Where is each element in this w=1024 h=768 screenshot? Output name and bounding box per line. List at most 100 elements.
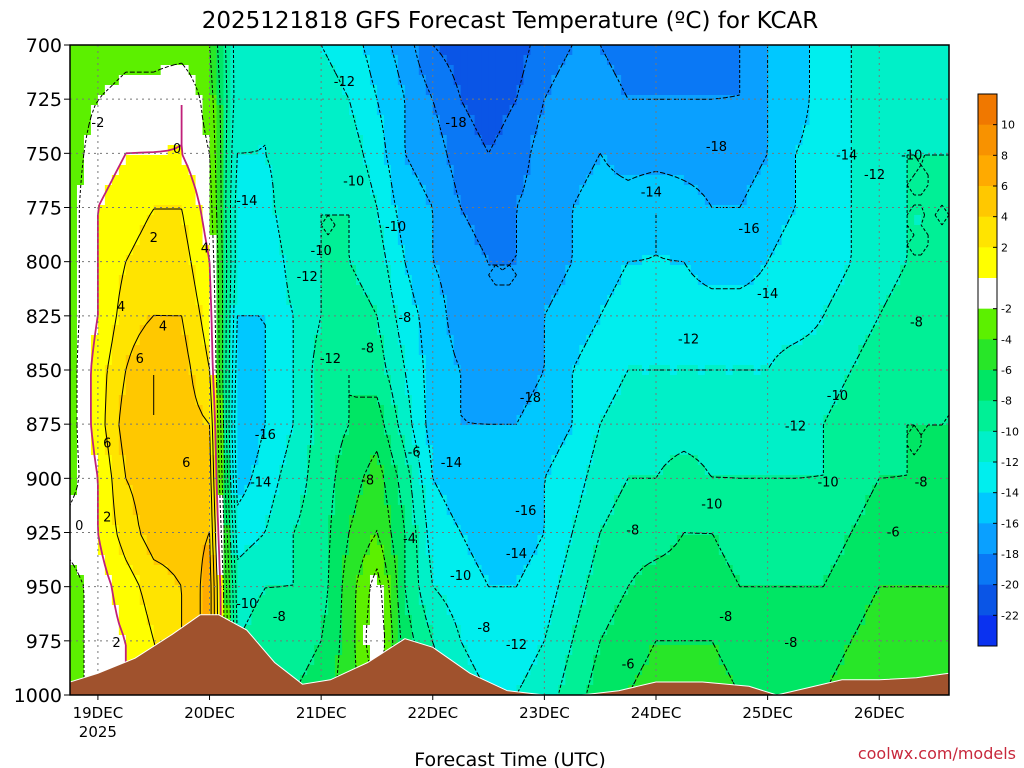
field-cell (642, 275, 650, 286)
field-cell (383, 325, 392, 336)
field-cell (753, 85, 762, 96)
field-cell (823, 135, 832, 146)
field-cell (216, 355, 225, 366)
field-cell (488, 85, 497, 96)
field-cell (432, 415, 441, 426)
field-cell (621, 165, 629, 176)
field-cell (488, 365, 497, 376)
field-cell (446, 215, 455, 226)
field-cell (453, 235, 462, 246)
field-cell (104, 85, 113, 96)
field-cell (83, 375, 92, 386)
field-cell (244, 275, 252, 286)
field-cell (132, 175, 141, 186)
field-cell (174, 245, 183, 256)
field-cell (111, 405, 120, 416)
field-cell (614, 285, 622, 296)
field-cell (265, 315, 273, 326)
field-cell (363, 315, 371, 326)
field-cell (516, 265, 525, 276)
field-cell (837, 375, 845, 386)
field-cell (600, 255, 608, 266)
field-cell (809, 45, 818, 56)
field-cell (202, 165, 211, 176)
field-cell (376, 355, 385, 366)
field-cell (697, 395, 706, 406)
field-cell (251, 215, 259, 226)
field-cell (565, 395, 573, 406)
field-cell (132, 55, 141, 66)
field-cell (942, 225, 949, 236)
field-cell (607, 75, 615, 86)
field-cell (530, 255, 539, 266)
field-cell (907, 55, 915, 66)
field-cell (300, 335, 308, 346)
field-cell (251, 415, 259, 426)
field-cell (893, 245, 901, 256)
field-cell (711, 195, 720, 206)
field-cell (795, 355, 804, 366)
field-cell (516, 325, 525, 336)
field-cell (425, 285, 434, 296)
field-cell (125, 95, 134, 106)
field-cell (635, 115, 643, 126)
field-cell (900, 85, 908, 96)
field-cell (760, 215, 769, 226)
field-cell (628, 195, 636, 206)
field-cell (244, 395, 252, 406)
field-cell (921, 405, 929, 416)
field-cell (314, 435, 322, 446)
field-cell (83, 295, 92, 306)
field-cell (495, 85, 504, 96)
field-cell (404, 145, 413, 156)
field-cell (823, 95, 832, 106)
field-cell (300, 105, 308, 116)
field-cell (244, 385, 252, 396)
field-cell (70, 205, 78, 216)
field-cell (453, 185, 462, 196)
field-cell (879, 125, 887, 136)
field-cell (195, 245, 204, 256)
field-cell (418, 95, 427, 106)
field-cell (70, 215, 78, 226)
field-cell (683, 365, 692, 376)
field-cell (118, 435, 127, 446)
field-cell (160, 305, 169, 316)
field-cell (411, 315, 420, 326)
field-cell (621, 135, 629, 146)
field-cell (760, 425, 769, 436)
field-cell (586, 75, 594, 86)
field-cell (788, 265, 797, 276)
field-cell (572, 275, 580, 286)
field-cell (307, 205, 315, 216)
field-cell (628, 75, 636, 86)
field-cell (802, 315, 811, 326)
field-cell (781, 405, 790, 416)
field-cell (656, 385, 664, 396)
field-cell (704, 205, 713, 216)
field-cell (900, 415, 908, 426)
field-cell (474, 245, 483, 256)
field-cell (97, 65, 106, 76)
field-cell (279, 385, 287, 396)
field-cell (467, 65, 476, 76)
field-cell (390, 355, 399, 366)
field-cell (600, 125, 608, 136)
field-cell (363, 65, 371, 76)
field-cell (851, 165, 859, 176)
field-cell (683, 215, 692, 226)
field-cell (879, 185, 887, 196)
field-cell (83, 345, 92, 356)
field-cell (223, 155, 232, 166)
field-cell (579, 385, 587, 396)
field-cell (293, 55, 301, 66)
field-cell (307, 215, 315, 226)
field-cell (146, 195, 155, 206)
field-cell (90, 55, 99, 66)
field-cell (251, 165, 259, 176)
field-cell (676, 375, 685, 386)
field-cell (335, 155, 343, 166)
field-cell (802, 375, 811, 386)
field-cell (579, 285, 587, 296)
field-cell (439, 95, 448, 106)
